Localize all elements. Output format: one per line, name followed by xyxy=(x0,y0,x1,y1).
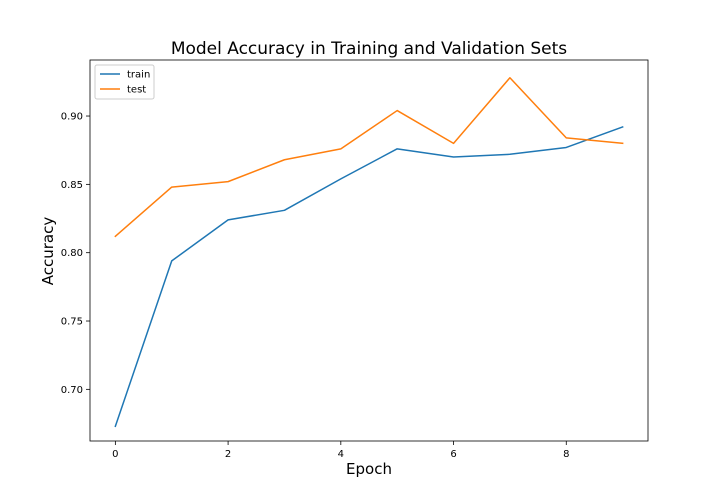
y-axis-ticks: 0.70 0.75 0.80 0.85 0.90 xyxy=(61,112,90,396)
legend-label-train: train xyxy=(127,70,150,81)
legend-label-test: test xyxy=(127,85,146,96)
y-tick-label: 0.80 xyxy=(61,248,83,259)
chart-title: Model Accuracy in Training and Validatio… xyxy=(171,39,567,59)
y-tick-label: 0.85 xyxy=(61,180,83,191)
x-tick-label: 8 xyxy=(563,449,569,460)
y-tick-label: 0.75 xyxy=(61,317,83,328)
series-line-train xyxy=(114,125,624,428)
x-tick-label: 2 xyxy=(225,449,231,460)
x-tick-label: 4 xyxy=(338,449,344,460)
x-axis-ticks: 0 2 4 6 8 xyxy=(112,441,569,460)
plot-area xyxy=(114,77,624,428)
legend: train test xyxy=(94,64,155,100)
x-tick-label: 0 xyxy=(112,449,118,460)
x-tick-label: 6 xyxy=(450,449,456,460)
series-line-test xyxy=(114,77,624,238)
y-axis-label: Accuracy xyxy=(39,217,57,286)
x-axis-label: Epoch xyxy=(346,460,392,478)
y-tick-label: 0.90 xyxy=(61,112,83,123)
y-tick-label: 0.70 xyxy=(61,385,83,396)
axes-frame xyxy=(89,59,649,442)
